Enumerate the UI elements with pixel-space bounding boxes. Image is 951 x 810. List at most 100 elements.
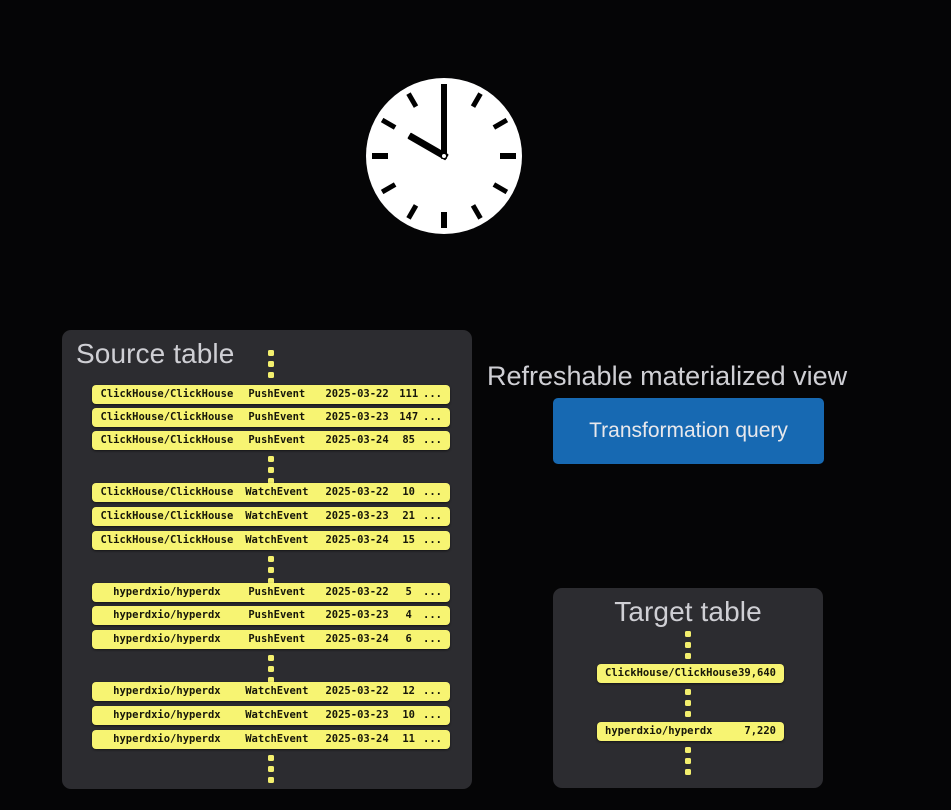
dot — [685, 769, 691, 775]
cell-date: 2025-03-22 — [325, 388, 389, 400]
cell-event: PushEvent — [248, 388, 306, 400]
target-table-panel: Target table ClickHouse/ClickHouse 39,64… — [553, 588, 823, 788]
dot — [268, 677, 274, 683]
vertical-dots-separator — [268, 350, 274, 378]
cell-date: 2025-03-23 — [325, 609, 389, 621]
cell-repo: hyperdxio/hyperdx — [113, 685, 221, 697]
cell-date: 2025-03-23 — [325, 709, 389, 721]
cell-date: 2025-03-24 — [325, 733, 389, 745]
cell-count: 5 — [405, 586, 412, 598]
cell-repo: ClickHouse/ClickHouse — [100, 434, 234, 446]
cell-event: PushEvent — [248, 609, 306, 621]
cell-event: WatchEvent — [245, 733, 309, 745]
table-row[interactable]: hyperdxio/hyperdx WatchEvent 2025-03-22 … — [92, 682, 450, 701]
transformation-query-box[interactable]: Transformation query — [553, 398, 824, 464]
dot — [685, 642, 691, 648]
cell-date: 2025-03-23 — [325, 510, 389, 522]
dot — [685, 653, 691, 659]
cell-repo: ClickHouse/ClickHouse — [100, 388, 234, 400]
cell-event: PushEvent — [248, 434, 306, 446]
cell-count: 10 — [402, 709, 416, 721]
dot — [685, 747, 691, 753]
table-row[interactable]: hyperdxio/hyperdx PushEvent 2025-03-24 6… — [92, 630, 450, 649]
clock-center-pin — [441, 153, 447, 159]
cell-date: 2025-03-24 — [325, 633, 389, 645]
clock-minute-hand — [441, 97, 447, 159]
source-table-title: Source table — [76, 338, 235, 369]
cell-repo: ClickHouse/ClickHouse — [100, 534, 234, 546]
dot — [268, 567, 274, 573]
dot — [268, 755, 274, 761]
cell-repo: hyperdxio/hyperdx — [113, 709, 221, 721]
table-row[interactable]: ClickHouse/ClickHouse WatchEvent 2025-03… — [92, 483, 450, 502]
cell-count: 11 — [402, 733, 416, 745]
cell-more: ... — [423, 586, 442, 598]
cell-more: ... — [423, 411, 442, 423]
table-row[interactable]: ClickHouse/ClickHouse PushEvent 2025-03-… — [92, 431, 450, 450]
vertical-dots-separator — [268, 556, 274, 584]
table-row[interactable]: hyperdxio/hyperdx WatchEvent 2025-03-24 … — [92, 730, 450, 749]
cell-more: ... — [423, 609, 442, 621]
table-row[interactable]: hyperdxio/hyperdx WatchEvent 2025-03-23 … — [92, 706, 450, 725]
table-row[interactable]: hyperdxio/hyperdx 7,220 — [597, 722, 784, 741]
dot — [268, 556, 274, 562]
cell-count: 85 — [402, 434, 416, 446]
cell-more: ... — [423, 510, 442, 522]
cell-value: 39,640 — [738, 667, 776, 679]
cell-date: 2025-03-22 — [325, 586, 389, 598]
table-row[interactable]: ClickHouse/ClickHouse PushEvent 2025-03-… — [92, 408, 450, 427]
cell-repo: hyperdxio/hyperdx — [113, 733, 221, 745]
vertical-dots-separator — [685, 747, 691, 775]
cell-more: ... — [423, 388, 442, 400]
table-row[interactable]: ClickHouse/ClickHouse 39,640 — [597, 664, 784, 683]
target-table-title: Target table — [614, 596, 762, 627]
clock-tick-12 — [441, 84, 447, 100]
source-table-panel: Source table ClickHouse/ClickHouse PushE… — [62, 330, 472, 789]
dot — [268, 456, 274, 462]
cell-count: 12 — [402, 685, 416, 697]
cell-date: 2025-03-23 — [325, 411, 389, 423]
table-row[interactable]: ClickHouse/ClickHouse WatchEvent 2025-03… — [92, 507, 450, 526]
cell-count: 6 — [405, 633, 412, 645]
dot — [685, 631, 691, 637]
dot — [685, 689, 691, 695]
cell-repo: hyperdxio/hyperdx — [605, 725, 713, 737]
clock-ten-oclock-icon — [366, 78, 522, 234]
cell-count: 111 — [399, 388, 419, 400]
table-row[interactable]: hyperdxio/hyperdx PushEvent 2025-03-23 4… — [92, 606, 450, 625]
cell-count: 4 — [405, 609, 412, 621]
cell-repo: ClickHouse/ClickHouse — [100, 486, 234, 498]
cell-event: PushEvent — [248, 411, 306, 423]
dot — [685, 711, 691, 717]
cell-date: 2025-03-24 — [325, 434, 389, 446]
cell-event: WatchEvent — [245, 486, 309, 498]
clock-tick-3 — [500, 153, 516, 159]
cell-event: PushEvent — [248, 633, 306, 645]
vertical-dots-separator — [268, 755, 274, 783]
table-row[interactable]: ClickHouse/ClickHouse PushEvent 2025-03-… — [92, 385, 450, 404]
table-row[interactable]: ClickHouse/ClickHouse WatchEvent 2025-03… — [92, 531, 450, 550]
dot — [268, 655, 274, 661]
cell-event: PushEvent — [248, 586, 306, 598]
cell-repo: ClickHouse/ClickHouse — [100, 411, 234, 423]
dot — [268, 361, 274, 367]
cell-more: ... — [423, 685, 442, 697]
vertical-dots-separator — [268, 456, 274, 484]
cell-count: 147 — [399, 411, 419, 423]
cell-repo: ClickHouse/ClickHouse — [100, 510, 234, 522]
cell-value: 7,220 — [744, 725, 776, 737]
clock-tick-6 — [441, 212, 447, 228]
table-row[interactable]: hyperdxio/hyperdx PushEvent 2025-03-22 5… — [92, 583, 450, 602]
cell-count: 15 — [402, 534, 416, 546]
cell-more: ... — [423, 486, 442, 498]
dot — [268, 578, 274, 584]
transformation-query-label: Transformation query — [589, 419, 788, 442]
cell-repo: ClickHouse/ClickHouse — [605, 667, 738, 679]
clock-tick-9 — [372, 153, 388, 159]
cell-event: WatchEvent — [245, 709, 309, 721]
cell-more: ... — [423, 633, 442, 645]
dot — [685, 758, 691, 764]
dot — [268, 467, 274, 473]
vertical-dots-separator — [685, 689, 691, 717]
